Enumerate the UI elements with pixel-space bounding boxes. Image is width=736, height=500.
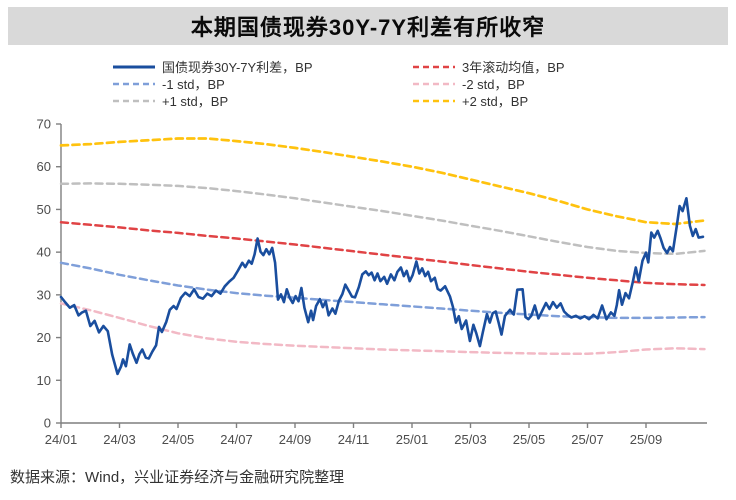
legend-item: -1 std，BP bbox=[112, 75, 412, 92]
series-line bbox=[59, 302, 706, 356]
legend-line-swatch-icon bbox=[413, 65, 455, 68]
x-tick-label: 24/01 bbox=[45, 432, 78, 447]
series-line bbox=[59, 137, 706, 226]
legend-item: 国债现券30Y-7Y利差，BP bbox=[112, 58, 412, 75]
x-tick-label: 25/05 bbox=[513, 432, 546, 447]
x-tick-label: 25/07 bbox=[571, 432, 604, 447]
x-tick-label: 24/05 bbox=[162, 432, 195, 447]
y-tick-label: 60 bbox=[37, 159, 51, 174]
y-tick-label: 50 bbox=[37, 202, 51, 217]
series-lines bbox=[59, 137, 706, 376]
legend-label: +2 std，BP bbox=[462, 94, 529, 109]
axes: 0 10 20 30 40 50 60 70 24/01 24/03 24/05 24/07 24/09… bbox=[37, 117, 707, 447]
page-title: 本期国债现券30Y-7Y利差有所收窄 bbox=[190, 15, 546, 40]
legend-item: -2 std，BP bbox=[412, 75, 652, 92]
legend-line-swatch-icon bbox=[413, 99, 455, 102]
legend-label: 国债现券30Y-7Y利差，BP bbox=[162, 60, 313, 75]
y-tick-label: 70 bbox=[37, 117, 51, 132]
x-tick-label: 24/09 bbox=[279, 432, 312, 447]
x-tick-label: 24/03 bbox=[103, 432, 136, 447]
series-line bbox=[59, 182, 706, 256]
series-line bbox=[59, 261, 706, 320]
y-tick-label: 10 bbox=[37, 373, 51, 388]
spread-chart: 0 10 20 30 40 50 60 70 24/01 24/03 24/05 24/07 24/09… bbox=[37, 117, 707, 447]
source-note: 数据来源：Wind，兴业证券经济与金融研究院整理 bbox=[10, 469, 345, 486]
y-tick-label: 20 bbox=[37, 330, 51, 345]
legend-line-swatch-icon bbox=[413, 82, 455, 85]
legend: 国债现券30Y-7Y利差，BP 3年滚动均值，BP -1 std，BP -2 std，… bbox=[112, 58, 672, 109]
x-tick-label: 25/09 bbox=[630, 432, 663, 447]
x-tick-label: 25/03 bbox=[454, 432, 487, 447]
legend-item: +1 std，BP bbox=[112, 92, 412, 109]
y-tick-label: 0 bbox=[44, 416, 51, 431]
y-tick-label: 30 bbox=[37, 287, 51, 302]
legend-label: 3年滚动均值，BP bbox=[462, 60, 565, 75]
x-tick-label: 25/01 bbox=[396, 432, 429, 447]
series-line bbox=[59, 220, 706, 287]
y-tick-label: 40 bbox=[37, 245, 51, 260]
x-tick-label: 24/07 bbox=[220, 432, 253, 447]
legend-label: +1 std，BP bbox=[162, 94, 229, 109]
x-tick-label: 24/11 bbox=[338, 432, 370, 447]
legend-line-swatch-icon bbox=[113, 65, 155, 68]
title-banner: 本期国债现券30Y-7Y利差有所收窄 bbox=[8, 7, 728, 45]
chart-area: 0 10 20 30 40 50 60 70 24/01 24/03 24/05 24/07 24/09… bbox=[0, 115, 736, 460]
legend-line-swatch-icon bbox=[113, 82, 155, 85]
series-line bbox=[59, 197, 705, 376]
legend-line-swatch-icon bbox=[113, 99, 155, 102]
legend-label: -1 std，BP bbox=[162, 77, 225, 92]
legend-label: -2 std，BP bbox=[462, 77, 525, 92]
legend-item: 3年滚动均值，BP bbox=[412, 58, 652, 75]
legend-item: +2 std，BP bbox=[412, 92, 652, 109]
